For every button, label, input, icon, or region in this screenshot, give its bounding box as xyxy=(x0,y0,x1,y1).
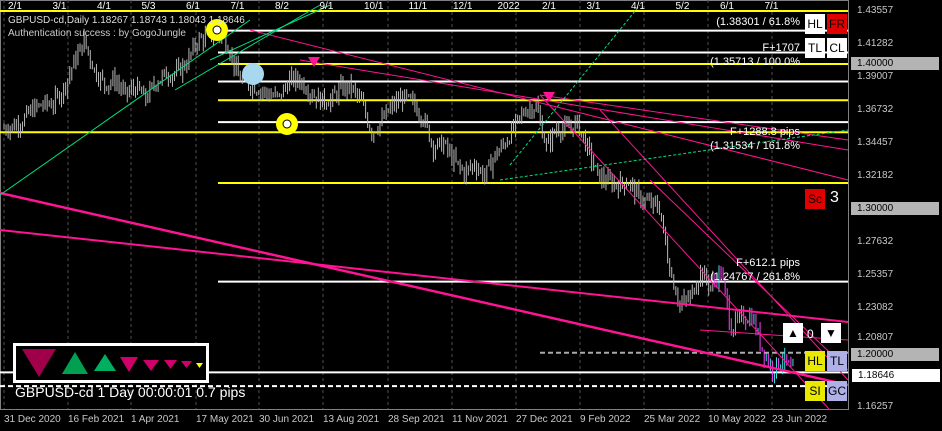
price-axis-label: 1.23082 xyxy=(857,302,894,313)
price-axis-label: 1.20807 xyxy=(857,332,894,343)
fibo-label: F+612.1 pips xyxy=(736,257,800,269)
month-marker: 8/2 xyxy=(275,1,289,12)
month-marker: 4/1 xyxy=(631,1,645,12)
trend-line xyxy=(599,109,849,381)
trend-line xyxy=(499,129,849,181)
price-axis-label: 1.32182 xyxy=(857,170,894,181)
price-axis-label: 1.25357 xyxy=(857,269,894,280)
time-axis-label: 25 Mar 2022 xyxy=(644,414,701,425)
down-triangle-icon xyxy=(22,349,56,377)
fibo-label: (1.24767 / 261.8% xyxy=(710,271,800,283)
trend-line xyxy=(509,4,641,166)
down-arrow-button[interactable]: ▼ xyxy=(821,323,841,343)
fibo-label: F+1707 xyxy=(762,42,800,54)
fibo-label: (1.38301 / 61.8% xyxy=(716,16,800,28)
time-axis-label: 1 Apr 2021 xyxy=(131,414,180,425)
si-button[interactable]: SI xyxy=(805,381,825,401)
trend-line xyxy=(174,4,321,91)
trend-line xyxy=(299,59,849,151)
time-axis-label: 23 Jun 2022 xyxy=(772,414,828,425)
trend-line xyxy=(0,19,251,196)
price-axis-label: 1.40000 xyxy=(851,56,939,70)
month-marker: 12/1 xyxy=(453,1,473,12)
marker-center xyxy=(282,119,292,129)
trend-line xyxy=(209,4,331,61)
price-axis-label: 1.18646 xyxy=(851,368,941,384)
price-axis-label: 1.16257 xyxy=(857,401,894,412)
month-marker: 2022 xyxy=(497,1,520,12)
up-triangle-icon xyxy=(94,354,116,371)
down-arrow-icon xyxy=(543,92,555,102)
counter-value: 0 xyxy=(807,327,814,341)
month-marker: 7/1 xyxy=(230,1,245,12)
time-axis-label: 30 Jun 2021 xyxy=(259,414,315,425)
trend-line xyxy=(539,94,831,411)
hl-button[interactable]: HL xyxy=(805,14,825,34)
month-marker: 9/1 xyxy=(319,1,334,12)
trend-line xyxy=(0,191,849,387)
up-triangle-icon xyxy=(62,352,88,374)
fibo-label: (1.31534 / 161.8% xyxy=(710,140,800,152)
tl-button[interactable]: TL xyxy=(805,38,825,58)
month-marker: 3/1 xyxy=(586,1,601,12)
down-triangle-icon xyxy=(143,360,159,371)
price-axis-label: 1.30000 xyxy=(851,201,939,215)
month-marker: 5/2 xyxy=(675,1,690,12)
plot-frame xyxy=(0,0,849,410)
signal-arrows xyxy=(22,349,203,377)
time-axis-label: 27 Dec 2021 xyxy=(516,414,573,425)
down-triangle-icon xyxy=(196,363,203,368)
month-marker: 10/1 xyxy=(364,1,384,12)
up-arrow-button[interactable]: ▲ xyxy=(783,323,803,343)
blue-circle-icon xyxy=(242,63,264,85)
month-marker: 2/1 xyxy=(542,1,556,12)
auth-status: Authentication success : by GogoJungle xyxy=(8,28,186,39)
symbol-info: GBPUSD-cd,Daily 1.18267 1.18743 1.18043 … xyxy=(8,15,245,26)
month-marker: 6/1 xyxy=(186,1,200,12)
gc-button[interactable]: GC xyxy=(827,381,847,401)
trend-line xyxy=(649,179,849,371)
price-axis-label: 1.34457 xyxy=(857,137,894,148)
time-axis-label: 10 May 2022 xyxy=(708,414,766,425)
fibo-label: (1.35713 / 100.0% xyxy=(710,56,800,68)
trend-line xyxy=(539,94,849,141)
time-axis-label: 31 Dec 2020 xyxy=(4,414,61,425)
month-marker: 11/1 xyxy=(408,1,428,12)
time-axis-label: 28 Sep 2021 xyxy=(388,414,445,425)
month-marker: 4/1 xyxy=(97,1,111,12)
time-axis-label: 13 Aug 2021 xyxy=(323,414,380,425)
marker-center xyxy=(212,25,222,35)
down-triangle-icon xyxy=(120,357,138,372)
status-line: GBPUSD-cd 1 Day 00:00:01 0.7 pips xyxy=(15,384,246,400)
month-marker: 6/1 xyxy=(720,1,734,12)
month-marker: 3/1 xyxy=(52,1,67,12)
month-marker: 2/1 xyxy=(8,1,22,12)
fr-button[interactable]: FR xyxy=(827,14,847,34)
month-marker: 7/1 xyxy=(764,1,779,12)
price-axis-label: 1.27632 xyxy=(857,236,894,247)
fibo-label: F+1288.8 pips xyxy=(729,126,800,138)
price-axis-label: 1.39007 xyxy=(857,71,894,82)
price-axis-label: 1.20000 xyxy=(851,347,939,361)
time-axis-label: 9 Feb 2022 xyxy=(580,414,631,425)
down-arrow-icon xyxy=(308,57,320,67)
price-axis-label: 1.41282 xyxy=(857,38,894,49)
time-axis-label: 11 Nov 2021 xyxy=(452,414,508,425)
down-triangle-icon xyxy=(181,361,192,368)
down-triangle-icon xyxy=(164,360,177,369)
time-axis-label: 16 Feb 2021 xyxy=(68,414,125,425)
price-axis-label: 1.36732 xyxy=(857,104,894,115)
hl-button-2[interactable]: HL xyxy=(805,351,825,371)
cl-button[interactable]: CL xyxy=(827,38,847,58)
month-marker: 5/3 xyxy=(141,1,156,12)
trend-line xyxy=(0,229,849,323)
sc-button[interactable]: Sc xyxy=(805,189,825,209)
sc-count: 3 xyxy=(830,189,839,206)
tl-button-2[interactable]: TL xyxy=(827,351,847,371)
time-axis-label: 17 May 2021 xyxy=(196,414,254,425)
signal-panel xyxy=(13,343,209,383)
price-axis-label: 1.43557 xyxy=(857,5,894,16)
